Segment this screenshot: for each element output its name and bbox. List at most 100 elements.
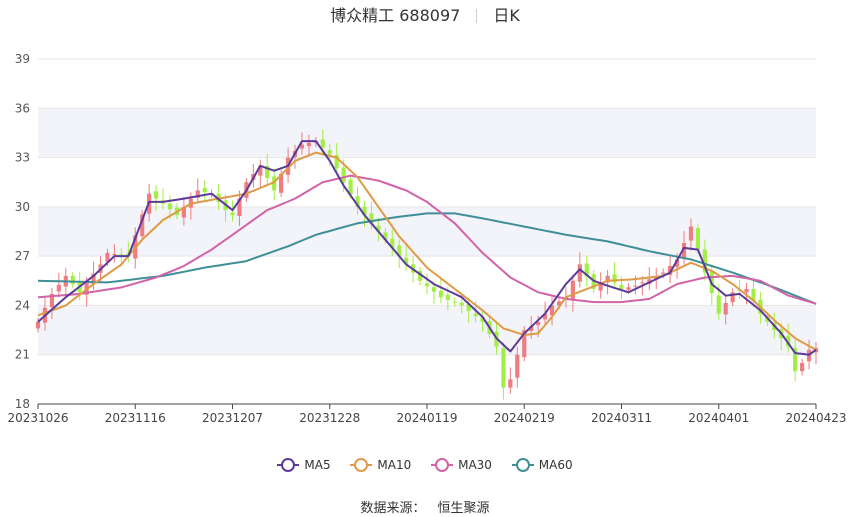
candle-up: [543, 313, 548, 320]
x-tick-label: 20231228: [299, 411, 360, 425]
ma10-legend-marker: [350, 458, 373, 472]
candle-down: [452, 301, 457, 303]
candle-up: [237, 198, 242, 216]
candle-down: [445, 294, 450, 300]
x-tick-label: 20231116: [105, 411, 166, 425]
candle-up: [730, 292, 735, 303]
legend-label-ma30: MA30: [458, 458, 492, 472]
candle-down: [404, 257, 409, 265]
candle-up: [181, 206, 186, 218]
candle-up: [522, 330, 527, 358]
candle-down: [702, 249, 707, 273]
legend-item-ma60[interactable]: MA60: [511, 458, 573, 472]
candle-up: [800, 362, 805, 372]
candle-down: [473, 313, 478, 317]
x-tick-label: 20240119: [396, 411, 457, 425]
candle-up: [556, 301, 562, 306]
x-tick-label: 20240401: [688, 411, 749, 425]
candle-down: [230, 212, 235, 216]
candle-up: [668, 266, 673, 276]
candle-down: [341, 167, 346, 183]
x-tick-label: 20240219: [494, 411, 555, 425]
candle-down: [272, 176, 277, 191]
candle-down: [793, 348, 798, 372]
legend-item-ma5[interactable]: MA5: [277, 458, 331, 472]
candle-down: [369, 213, 374, 224]
ma60-legend-marker: [511, 458, 534, 472]
candle-up: [299, 144, 305, 149]
candle-up: [105, 252, 110, 262]
candle-down: [362, 206, 367, 216]
legend-item-ma30[interactable]: MA30: [431, 458, 492, 472]
y-tick-label: 18: [15, 397, 30, 411]
candle-up: [49, 293, 54, 308]
candle-down: [265, 165, 270, 179]
candle-up: [112, 253, 117, 255]
candle-down: [355, 196, 360, 207]
candle-down: [751, 289, 756, 302]
candle-up: [626, 287, 631, 290]
ma60-line: [37, 212, 817, 305]
candle-up: [633, 285, 638, 287]
candle-down: [417, 270, 423, 281]
candle-up: [529, 325, 534, 331]
candle-down: [619, 284, 624, 289]
candle-down: [612, 274, 617, 283]
candle-up: [306, 142, 311, 147]
candle-up: [515, 354, 520, 378]
candle-down: [431, 287, 437, 292]
grid-band: [38, 108, 816, 158]
candle-up: [598, 282, 603, 291]
ma5-line: [37, 140, 817, 356]
legend-label-ma60: MA60: [538, 458, 573, 472]
candle-up: [744, 289, 749, 293]
candle-up: [640, 282, 645, 284]
x-tick-label: 20231026: [7, 411, 68, 425]
candle-up: [35, 321, 41, 329]
candle-down: [154, 191, 159, 199]
candle-up: [681, 243, 687, 259]
data-source: 数据来源： 恒生聚源: [0, 497, 850, 516]
candle-down: [119, 253, 124, 256]
source-label: 数据来源：: [360, 501, 426, 516]
candle-down: [334, 155, 339, 169]
candle-down: [501, 348, 506, 388]
y-tick-label: 33: [15, 151, 30, 165]
candle-up: [279, 174, 284, 193]
x-tick-label: 20240311: [591, 411, 652, 425]
candle-down: [480, 317, 485, 322]
legend-label-ma5: MA5: [304, 458, 331, 472]
ma5-legend-marker: [277, 458, 300, 472]
candle-down: [70, 275, 75, 285]
chart-legend: MA5 MA10 MA30 MA60: [0, 458, 850, 475]
candle-up: [536, 321, 541, 326]
x-tick-label: 20240423: [785, 411, 846, 425]
stock-title: 博众精工 688097: [330, 6, 461, 25]
candle-down: [466, 303, 471, 311]
candle-up: [195, 190, 200, 198]
y-tick-label: 21: [15, 348, 30, 362]
candle-down: [459, 302, 464, 306]
candle-down: [424, 283, 430, 287]
candle-up: [688, 226, 694, 241]
title-separator: [476, 9, 478, 23]
candle-up: [140, 214, 145, 237]
candle-down: [786, 335, 791, 347]
candle-up: [674, 259, 680, 267]
candle-up: [577, 264, 582, 282]
grid-band: [38, 305, 816, 355]
ma10-line: [37, 151, 817, 351]
legend-item-ma10[interactable]: MA10: [350, 458, 411, 472]
candle-down: [584, 263, 589, 277]
candle-down: [383, 232, 388, 240]
y-tick-label: 30: [15, 200, 30, 214]
candle-up: [570, 280, 575, 300]
candle-down: [327, 150, 332, 155]
candle-down: [202, 187, 207, 193]
y-tick-label: 24: [15, 298, 30, 312]
candle-up: [508, 379, 513, 388]
candle-down: [167, 203, 173, 210]
ma30-legend-marker: [431, 458, 454, 472]
candle-down: [397, 245, 402, 257]
